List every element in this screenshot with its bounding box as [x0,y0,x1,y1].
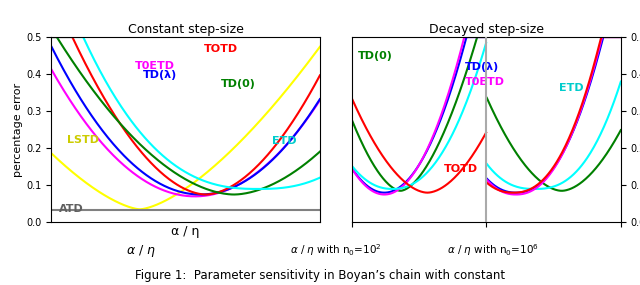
X-axis label: α / η: α / η [172,225,200,238]
Text: ETD: ETD [271,137,296,146]
Text: T0ETD: T0ETD [465,77,505,87]
Y-axis label: percentage error: percentage error [13,83,23,177]
Text: $\alpha$ / $\eta$ with n$_0$=10$^6$: $\alpha$ / $\eta$ with n$_0$=10$^6$ [447,242,539,258]
Text: Figure 1:  Parameter sensitivity in Boyan’s chain with constant: Figure 1: Parameter sensitivity in Boyan… [135,269,505,282]
Text: TOTD: TOTD [444,164,477,174]
Text: T0ETD: T0ETD [134,60,175,71]
Text: TD(0): TD(0) [220,79,255,89]
Title: Constant step-size: Constant step-size [127,23,243,36]
Text: ETD: ETD [559,83,584,93]
Text: TD(λ): TD(λ) [465,62,499,72]
Text: TD(λ): TD(λ) [143,70,177,80]
Text: $\alpha$ / $\eta$ with n$_0$=10$^2$: $\alpha$ / $\eta$ with n$_0$=10$^2$ [290,242,382,258]
Text: TD(0): TD(0) [358,51,392,61]
Text: LSTD: LSTD [67,135,99,145]
Text: ATD: ATD [60,204,84,214]
Title: Decayed step-size: Decayed step-size [429,23,544,36]
Text: $\alpha$ / $\eta$: $\alpha$ / $\eta$ [126,243,156,259]
Text: TOTD: TOTD [204,44,239,54]
